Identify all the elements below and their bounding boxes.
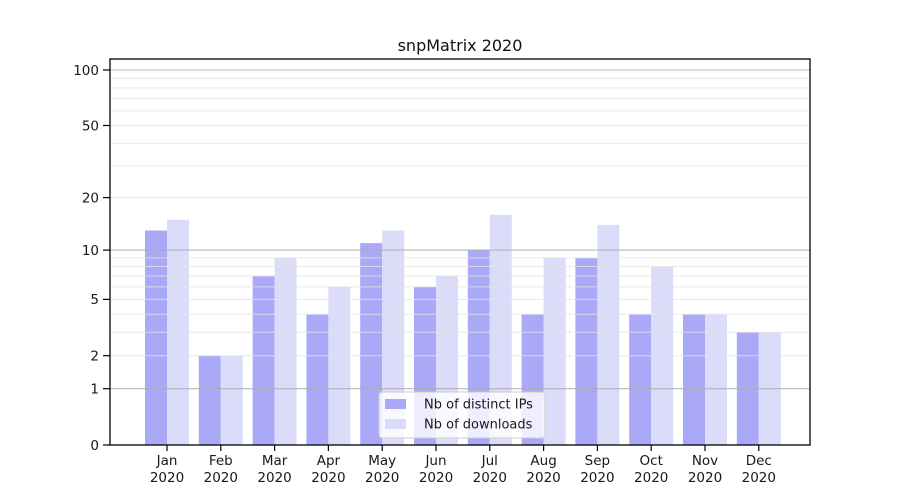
bar-distinct-ips-feb	[198, 355, 221, 445]
y-tick-label-0: 0	[90, 438, 99, 454]
x-tick-label-apr: Apr	[317, 453, 341, 469]
bar-downloads-aug	[543, 257, 566, 445]
x-tick-label-mar: Mar	[262, 453, 288, 469]
legend-label-distinct-ips: Nb of distinct IPs	[424, 398, 533, 413]
gridlines	[110, 69, 810, 390]
x-tick-label-may-year: 2020	[365, 470, 399, 486]
legend-box	[378, 391, 546, 439]
legend-swatch-downloads	[385, 419, 406, 429]
x-tick-label-sep: Sep	[585, 453, 610, 469]
x-tick-label-oct-year: 2020	[634, 470, 668, 486]
x-tick-label-jul-year: 2020	[473, 470, 507, 486]
y-tick-label-2: 2	[90, 349, 99, 365]
bar-downloads-apr	[328, 286, 351, 445]
bar-downloads-feb	[220, 355, 243, 445]
bar-distinct-ips-may	[360, 243, 383, 445]
x-tick-label-sep-year: 2020	[580, 470, 614, 486]
x-tick-label-oct: Oct	[640, 453, 663, 469]
bar-downloads-may	[382, 230, 405, 445]
x-tick-label-jun: Jun	[424, 453, 446, 469]
legend: Nb of distinct IPs Nb of downloads	[378, 391, 546, 439]
x-axis: Jan2020Feb2020Mar2020Apr2020May2020Jun20…	[150, 445, 776, 486]
y-tick-label-5: 5	[90, 292, 99, 308]
y-tick-label-50: 50	[82, 118, 99, 134]
bar-downloads-nov	[705, 314, 727, 445]
y-tick-label-10: 10	[82, 243, 99, 259]
y-tick-label-1: 1	[90, 382, 99, 398]
x-tick-label-feb: Feb	[209, 453, 233, 469]
x-tick-label-aug-year: 2020	[526, 470, 560, 486]
plot-frame	[109, 58, 811, 446]
chart-title: snpMatrix 2020	[398, 36, 523, 55]
legend-label-downloads: Nb of downloads	[424, 418, 533, 433]
bar-distinct-ips-nov	[683, 314, 705, 445]
x-tick-label-apr-year: 2020	[311, 470, 345, 486]
x-tick-label-nov-year: 2020	[688, 470, 722, 486]
bar-distinct-ips-oct	[629, 314, 652, 445]
x-tick-label-jun-year: 2020	[419, 470, 453, 486]
y-axis: 0 1 2 5 10 20 50 100	[73, 63, 110, 454]
y-tick-label-100: 100	[73, 63, 99, 79]
y-tick-label-20: 20	[82, 190, 99, 206]
x-tick-label-feb-year: 2020	[204, 470, 238, 486]
bars-group	[145, 214, 781, 445]
bar-distinct-ips-sep	[575, 257, 598, 445]
x-tick-label-dec-year: 2020	[742, 470, 776, 486]
x-tick-label-aug: Aug	[530, 453, 556, 469]
bar-distinct-ips-jan	[145, 230, 167, 445]
axes-border	[109, 58, 811, 446]
legend-swatch-distinct-ips	[385, 399, 406, 409]
bar-downloads-mar	[274, 257, 297, 445]
x-tick-label-jan-year: 2020	[150, 470, 184, 486]
bar-distinct-ips-mar	[252, 276, 275, 445]
x-tick-label-jul: Jul	[481, 453, 498, 469]
bar-downloads-sep	[597, 224, 620, 445]
x-tick-label-may: May	[368, 453, 396, 469]
bar-distinct-ips-apr	[306, 314, 329, 445]
x-tick-label-mar-year: 2020	[257, 470, 291, 486]
bar-downloads-jul	[489, 214, 512, 445]
x-tick-label-nov: Nov	[692, 453, 718, 469]
x-tick-label-dec: Dec	[746, 453, 772, 469]
x-tick-label-jan: Jan	[156, 453, 178, 469]
